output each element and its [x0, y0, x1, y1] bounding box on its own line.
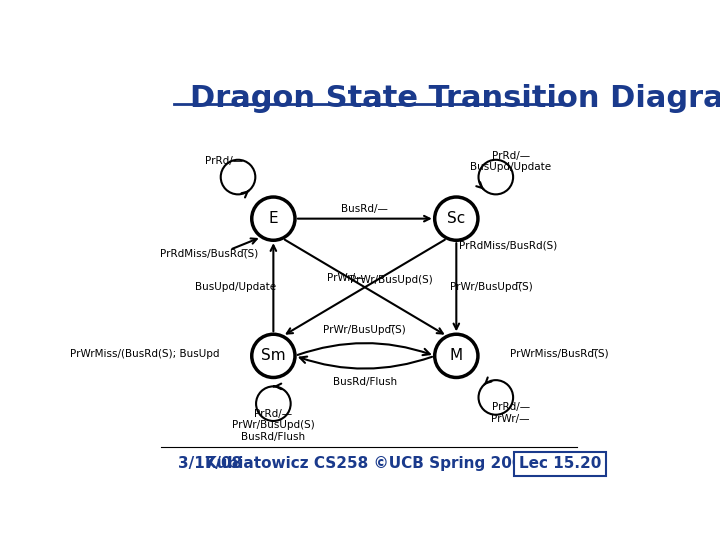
Text: Kubiatowicz CS258 ©UCB Spring 2008: Kubiatowicz CS258 ©UCB Spring 2008: [205, 456, 533, 471]
Text: PrRd/—
PrWr/—: PrRd/— PrWr/—: [491, 402, 530, 424]
Text: PrRd/—
PrWr/BusUpd(S)
BusRd/Flush: PrRd/— PrWr/BusUpd(S) BusRd/Flush: [232, 409, 315, 442]
Text: Dragon State Transition Diagram: Dragon State Transition Diagram: [190, 84, 720, 112]
Text: 3/17/08: 3/17/08: [178, 456, 242, 471]
FancyArrowPatch shape: [300, 356, 432, 369]
Circle shape: [252, 334, 295, 377]
Text: BusRd/Flush: BusRd/Flush: [333, 377, 397, 387]
FancyArrowPatch shape: [297, 343, 430, 355]
Circle shape: [252, 197, 295, 240]
Text: PrWr/BusUpd(̅S): PrWr/BusUpd(̅S): [450, 282, 533, 292]
Text: Sc: Sc: [447, 211, 465, 226]
Text: PrRdMiss/BusRd(̅S): PrRdMiss/BusRd(̅S): [160, 249, 258, 259]
Text: PrWrMiss/(BusRd(S); BusUpd: PrWrMiss/(BusRd(S); BusUpd: [70, 349, 220, 359]
Text: PrRdMiss/BusRd(S): PrRdMiss/BusRd(S): [459, 241, 557, 251]
Text: Lec 15.20: Lec 15.20: [519, 456, 601, 471]
Text: PrWrMiss/BusRd(̅S): PrWrMiss/BusRd(̅S): [510, 349, 609, 359]
Text: BusUpd/Update: BusUpd/Update: [195, 282, 276, 292]
Text: PrWr/BusUpd(̅S): PrWr/BusUpd(̅S): [323, 325, 406, 335]
Circle shape: [435, 334, 478, 377]
Text: PrWr/—: PrWr/—: [327, 273, 365, 283]
Text: PrRd/—: PrRd/—: [205, 156, 243, 166]
Text: Sm: Sm: [261, 348, 286, 363]
Text: PrRd/—
BusUpd/Update: PrRd/— BusUpd/Update: [470, 151, 551, 172]
Text: E: E: [269, 211, 278, 226]
Circle shape: [435, 197, 478, 240]
Text: M: M: [450, 348, 463, 363]
Text: BusRd/—: BusRd/—: [341, 205, 388, 214]
Text: PrWr/BusUpd(S): PrWr/BusUpd(S): [351, 275, 433, 285]
